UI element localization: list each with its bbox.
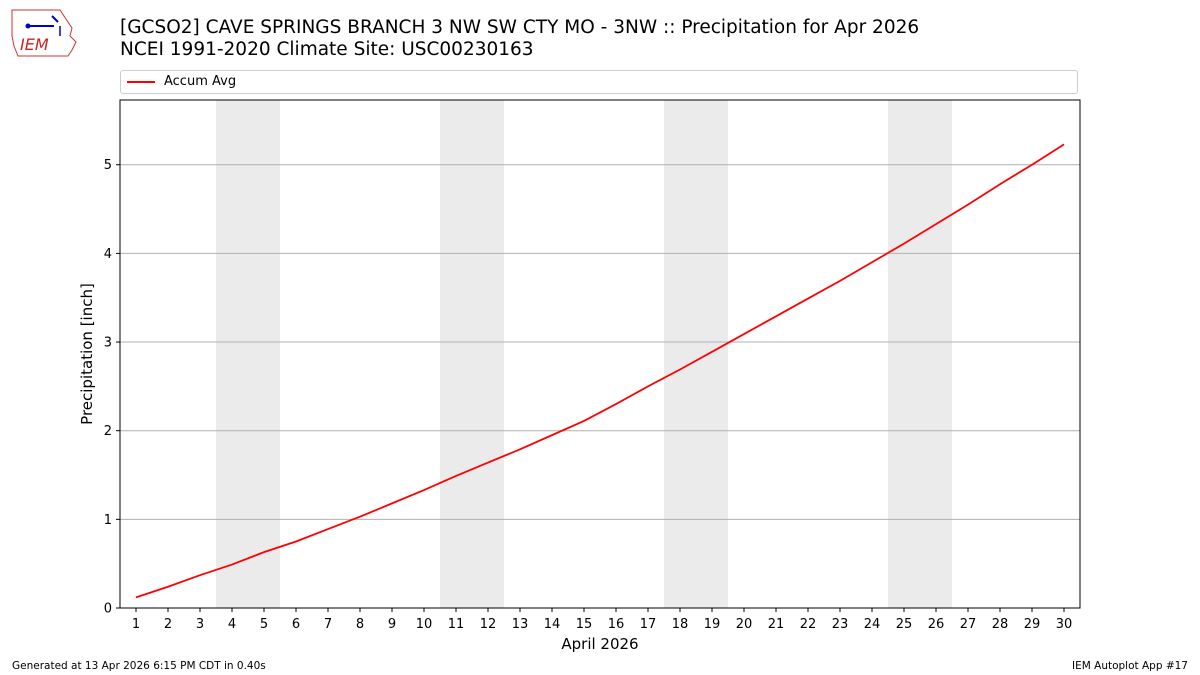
app-note: IEM Autoplot App #17 <box>1072 660 1188 672</box>
x-tick-label: 23 <box>832 617 849 632</box>
x-tick-label: 17 <box>640 617 657 632</box>
x-tick-label: 25 <box>896 617 913 632</box>
legend-swatch-accum-avg <box>127 81 155 83</box>
title-line-1: [GCSO2] CAVE SPRINGS BRANCH 3 NW SW CTY … <box>120 17 920 38</box>
x-tick-label: 14 <box>544 617 561 632</box>
x-tick-label: 11 <box>448 617 465 632</box>
x-tick-label: 18 <box>672 617 689 632</box>
x-tick-label: 1 <box>132 617 140 632</box>
x-tick-label: 9 <box>388 617 396 632</box>
x-tick-label: 22 <box>800 617 817 632</box>
x-tick-label: 15 <box>576 617 593 632</box>
x-tick-label: 29 <box>1024 617 1041 632</box>
x-tick-label: 30 <box>1056 617 1073 632</box>
x-axis-label: April 2026 <box>561 635 638 653</box>
y-tick-label: 3 <box>104 336 112 351</box>
x-tick-label: 3 <box>196 617 204 632</box>
x-tick-label: 4 <box>228 617 236 632</box>
y-tick-label: 2 <box>104 424 112 439</box>
plot-frame <box>119 99 1081 609</box>
iem-logo: IEM <box>11 9 77 57</box>
x-tick-label: 6 <box>292 617 300 632</box>
title-line-2: NCEI 1991-2020 Climate Site: USC00230163 <box>120 39 534 60</box>
y-axis-ticks: 0 1 2 3 4 5 <box>104 158 120 617</box>
weekend-band <box>440 100 504 608</box>
legend: Accum Avg <box>120 70 1078 94</box>
x-tick-label: 20 <box>736 617 753 632</box>
series-line-accum-avg <box>135 143 1065 599</box>
x-tick-label: 7 <box>324 617 332 632</box>
weekend-band <box>216 100 280 608</box>
x-tick-label: 28 <box>992 617 1009 632</box>
y-gridlines <box>120 164 1080 520</box>
generated-note: Generated at 13 Apr 2026 6:15 PM CDT in … <box>12 660 266 672</box>
y-tick-label: 4 <box>104 247 112 262</box>
y-tick-label: 0 <box>104 602 112 617</box>
weekend-band <box>664 100 728 608</box>
logo-text: IEM <box>20 35 49 54</box>
series-layer <box>135 143 1065 599</box>
legend-label-accum-avg: Accum Avg <box>164 74 237 89</box>
x-tick-label: 19 <box>704 617 721 632</box>
y-axis-label: Precipitation [inch] <box>78 283 96 425</box>
y-tick-label: 5 <box>104 158 112 173</box>
x-tick-label: 27 <box>960 617 977 632</box>
x-tick-label: 16 <box>608 617 625 632</box>
x-tick-label: 21 <box>768 617 785 632</box>
weekend-band <box>888 100 952 608</box>
y-tick-label: 1 <box>104 513 112 528</box>
x-tick-label: 2 <box>164 617 172 632</box>
x-tick-label: 26 <box>928 617 945 632</box>
x-tick-label: 10 <box>416 617 433 632</box>
x-axis-ticks: 1 2 3 4 5 6 7 8 9 10 11 12 13 14 15 16 17 18 19 20 21 22 23 24 2… <box>132 608 1072 632</box>
x-tick-label: 8 <box>356 617 364 632</box>
chart-title: [GCSO2] CAVE SPRINGS BRANCH 3 NW SW CTY … <box>120 17 919 61</box>
weekend-bands <box>216 100 952 608</box>
x-tick-label: 12 <box>480 617 497 632</box>
x-tick-label: 24 <box>864 617 881 632</box>
x-tick-label: 5 <box>260 617 268 632</box>
x-tick-label: 13 <box>512 617 529 632</box>
